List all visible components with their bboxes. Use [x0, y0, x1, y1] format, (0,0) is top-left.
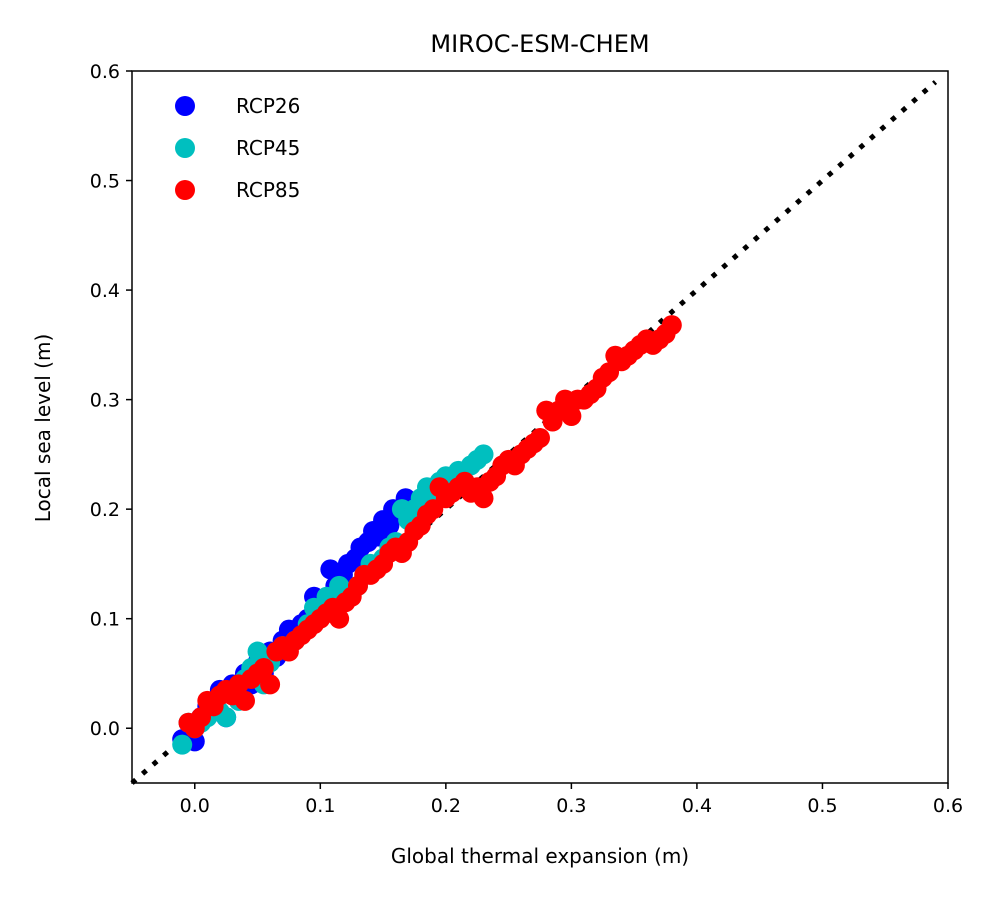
data-point — [530, 427, 550, 448]
legend: RCP26 RCP45 RCP85 — [175, 94, 300, 202]
legend-marker — [175, 96, 195, 116]
data-point — [234, 690, 255, 711]
y-tick-label: 0.5 — [90, 171, 120, 193]
y-tick-label: 0.3 — [90, 390, 120, 412]
y-axis-ticks: 0.0 0.1 0.2 0.3 0.4 0.5 0.6 — [90, 61, 132, 740]
y-tick-label: 0.0 — [90, 718, 120, 740]
x-tick-label: 0.3 — [556, 795, 586, 817]
chart-title: MIROC-ESM-CHEM — [430, 30, 649, 58]
data-points-layer — [172, 315, 682, 755]
x-axis-label: Global thermal expansion (m) — [391, 844, 689, 868]
x-tick-label: 0.6 — [933, 795, 963, 817]
x-axis-ticks: 0.0 0.1 0.2 0.3 0.4 0.5 0.6 — [180, 783, 963, 817]
y-tick-label: 0.4 — [90, 280, 120, 302]
y-axis-label: Local sea level (m) — [31, 334, 55, 523]
x-tick-label: 0.5 — [807, 795, 837, 817]
legend-label: RCP26 — [236, 94, 300, 118]
legend-marker — [175, 180, 195, 200]
legend-label: RCP45 — [236, 136, 300, 160]
x-tick-label: 0.2 — [431, 795, 461, 817]
y-tick-label: 0.1 — [90, 609, 120, 631]
x-tick-label: 0.0 — [180, 795, 210, 817]
data-point — [661, 315, 682, 336]
y-tick-label: 0.2 — [90, 499, 120, 521]
legend-item-rcp85: RCP85 — [175, 178, 300, 202]
legend-item-rcp26: RCP26 — [175, 94, 300, 118]
x-tick-label: 0.4 — [682, 795, 712, 817]
plot-frame — [131, 70, 949, 784]
data-point — [172, 734, 193, 755]
legend-item-rcp45: RCP45 — [175, 136, 300, 160]
data-point — [253, 657, 274, 678]
data-point — [473, 488, 494, 509]
data-point — [260, 674, 281, 695]
data-point — [561, 406, 582, 427]
x-tick-label: 0.1 — [305, 795, 335, 817]
legend-marker — [175, 138, 195, 158]
legend-label: RCP85 — [236, 178, 300, 202]
data-point — [473, 444, 494, 465]
series-rcp85 — [178, 315, 682, 739]
y-tick-label: 0.6 — [90, 61, 120, 83]
data-point — [329, 608, 350, 629]
